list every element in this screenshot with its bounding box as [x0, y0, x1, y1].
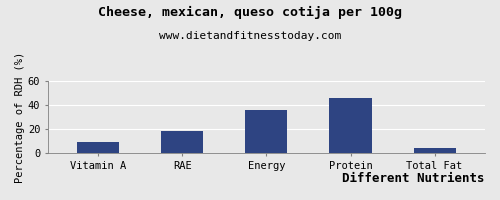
Text: Cheese, mexican, queso cotija per 100g: Cheese, mexican, queso cotija per 100g	[98, 6, 402, 19]
Bar	[330, 98, 372, 153]
Y-axis label: Percentage of RDH (%): Percentage of RDH (%)	[15, 51, 25, 183]
X-axis label: Different Nutrients: Different Nutrients	[342, 172, 485, 185]
Bar	[246, 110, 288, 153]
Bar	[414, 148, 456, 153]
Text: www.dietandfitnesstoday.com: www.dietandfitnesstoday.com	[159, 31, 341, 41]
Bar	[78, 142, 120, 153]
Bar	[162, 131, 203, 153]
